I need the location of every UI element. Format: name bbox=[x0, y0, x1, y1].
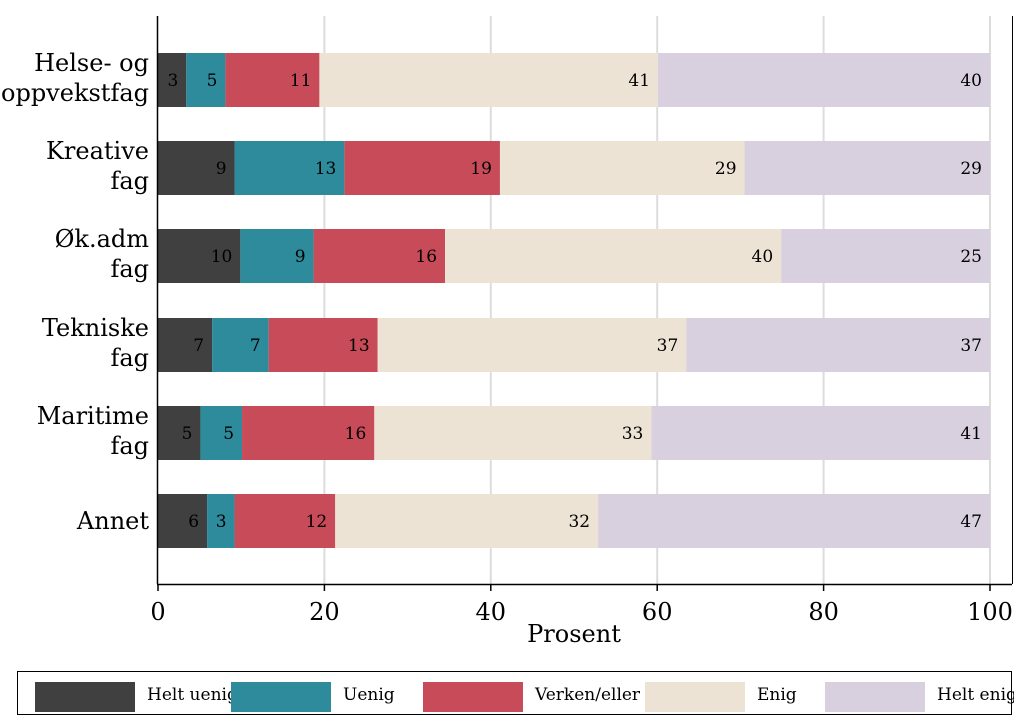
bar-value-label: 29 bbox=[715, 159, 737, 179]
bar-segment bbox=[225, 53, 320, 107]
x-axis-title: Prosent bbox=[527, 620, 621, 648]
bar-value-label: 29 bbox=[960, 159, 982, 179]
legend-swatch bbox=[35, 682, 135, 712]
category-label: fag bbox=[110, 255, 149, 283]
legend-label: Helt enig bbox=[937, 685, 1014, 705]
bar-value-label: 7 bbox=[250, 336, 261, 356]
bar-segment bbox=[499, 141, 745, 195]
legend-swatch bbox=[231, 682, 331, 712]
category-label: fag bbox=[110, 344, 149, 372]
category-label: Øk.adm bbox=[55, 225, 150, 253]
bar-value-label: 11 bbox=[290, 71, 312, 91]
bar-segment bbox=[158, 318, 213, 372]
bar-value-label: 40 bbox=[960, 71, 982, 91]
bar-segment bbox=[377, 318, 687, 372]
bar-segment bbox=[319, 53, 659, 107]
bar-segment bbox=[186, 53, 226, 107]
bar-segment bbox=[344, 141, 500, 195]
category-label: Maritime bbox=[37, 402, 149, 430]
bar-value-label: 32 bbox=[568, 512, 590, 532]
axes bbox=[156, 16, 1013, 586]
bar-value-label: 47 bbox=[960, 512, 982, 532]
x-tick-label: 100 bbox=[967, 598, 1013, 626]
bar-value-label: 5 bbox=[207, 71, 218, 91]
bar-segment bbox=[686, 318, 990, 372]
bar-value-label: 16 bbox=[415, 247, 437, 267]
bar-value-label: 40 bbox=[752, 247, 774, 267]
bar-segment bbox=[374, 406, 652, 460]
bar-segment bbox=[200, 406, 243, 460]
bar-value-label: 41 bbox=[628, 71, 650, 91]
category-label: fag bbox=[110, 167, 149, 195]
bar-value-label: 9 bbox=[216, 159, 227, 179]
category-label: oppvekstfag bbox=[1, 79, 149, 107]
category-label: fag bbox=[110, 432, 149, 460]
bar-value-label: 13 bbox=[348, 336, 370, 356]
x-tick-label: 80 bbox=[808, 598, 839, 626]
x-tick-label: 0 bbox=[150, 598, 165, 626]
category-label: Annet bbox=[76, 507, 149, 535]
bar-segment bbox=[207, 494, 235, 548]
bar-value-label: 7 bbox=[193, 336, 204, 356]
legend: Helt uenig Uenig Verken/eller Enig Helt enig bbox=[17, 671, 1014, 715]
bar-value-label: 13 bbox=[315, 159, 337, 179]
bar-value-label: 12 bbox=[306, 512, 328, 532]
bar-value-label: 41 bbox=[960, 424, 982, 444]
legend-swatch bbox=[423, 682, 523, 712]
bar-segment bbox=[658, 53, 990, 107]
category-label: Tekniske bbox=[42, 314, 149, 342]
x-ticks: 0 20 40 60 80 100 bbox=[150, 584, 1013, 626]
bar-value-label: 6 bbox=[188, 512, 199, 532]
bar-segment bbox=[744, 141, 990, 195]
gridlines bbox=[323, 16, 991, 584]
category-label: Kreative bbox=[46, 137, 149, 165]
bar-value-label: 33 bbox=[622, 424, 644, 444]
bar-segment bbox=[158, 406, 201, 460]
category-label: Helse- og bbox=[34, 49, 149, 77]
x-tick-label: 60 bbox=[642, 598, 673, 626]
bar-segment bbox=[335, 494, 599, 548]
bar-segment bbox=[234, 141, 345, 195]
legend-label: Helt uenig bbox=[147, 685, 238, 705]
legend-label: Enig bbox=[757, 685, 797, 705]
bar-segment bbox=[158, 141, 235, 195]
bar-value-label: 5 bbox=[182, 424, 193, 444]
legend-swatch bbox=[645, 682, 745, 712]
bar-value-label: 3 bbox=[216, 512, 227, 532]
bar-value-label: 25 bbox=[960, 247, 982, 267]
bar-segment bbox=[268, 318, 378, 372]
bar-segment bbox=[158, 494, 208, 548]
bar-segment bbox=[158, 53, 187, 107]
bar-segment bbox=[313, 229, 446, 283]
bar-value-label: 10 bbox=[211, 247, 233, 267]
bar-value-label: 37 bbox=[960, 336, 982, 356]
bar-segment bbox=[598, 494, 990, 548]
bar-value-label: 19 bbox=[470, 159, 492, 179]
bar-value-label: 3 bbox=[167, 71, 178, 91]
bar-segment bbox=[651, 406, 990, 460]
x-tick-label: 20 bbox=[309, 598, 340, 626]
legend-label: Uenig bbox=[343, 685, 395, 705]
legend-label: Verken/eller bbox=[535, 685, 641, 705]
legend-swatch bbox=[825, 682, 925, 712]
bar-segment bbox=[242, 406, 375, 460]
bar-value-label: 9 bbox=[295, 247, 306, 267]
bar-segment bbox=[240, 229, 314, 283]
bar-value-label: 37 bbox=[657, 336, 679, 356]
bar-segment bbox=[445, 229, 782, 283]
category-labels: Helse- ogoppvekstfagKreativefagØk.admfag… bbox=[1, 49, 149, 535]
bar-value-label: 16 bbox=[345, 424, 367, 444]
bar-segment bbox=[234, 494, 336, 548]
bar-value-label: 5 bbox=[223, 424, 234, 444]
x-tick-label: 40 bbox=[476, 598, 507, 626]
bar-segment bbox=[158, 229, 241, 283]
bar-segment bbox=[781, 229, 990, 283]
bar-segment bbox=[212, 318, 269, 372]
